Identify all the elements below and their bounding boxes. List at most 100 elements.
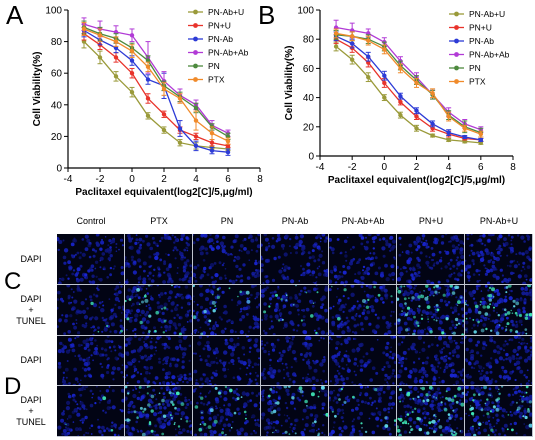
nucleus-dot [254,284,257,287]
nucleus-dot [84,386,89,389]
nucleus-dot [302,308,306,312]
nucleus-dot [480,386,483,389]
nucleus-dot [277,413,281,417]
nucleus-dot [164,399,170,404]
nucleus-dot [139,243,142,247]
nucleus-dot [321,381,323,384]
legend-swatch-marker [454,38,459,44]
series-ptx [333,28,484,138]
tunel-dot [236,397,240,401]
tunel-dot [143,407,147,411]
nucleus-dot [258,356,260,359]
nucleus-dot [418,370,420,373]
nucleus-dot [487,289,490,292]
legend-swatch-marker [193,63,198,69]
nucleus-dot [527,348,530,352]
nucleus-dot [240,310,243,312]
nucleus-dot [314,281,317,284]
nucleus-dot [168,363,172,367]
nucleus-dot [282,349,286,353]
nucleus-dot [203,372,206,376]
nucleus-dot [199,284,203,288]
nucleus-dot [413,329,417,333]
nucleus-dot [57,364,62,369]
nucleus-dot [199,251,204,256]
nucleus-dot [150,353,153,357]
nucleus-dot [425,424,428,427]
nucleus-dot [397,396,402,401]
nucleus-dot [57,236,60,242]
nucleus-dot [299,352,303,356]
nucleus-dot [256,347,260,352]
nucleus-dot [307,336,312,340]
nucleus-dot [523,268,526,270]
nucleus-dot [151,432,155,436]
nucleus-dot [361,281,364,284]
nucleus-dot [410,345,415,350]
nucleus-dot [233,259,236,262]
nucleus-dot [146,242,151,247]
tunel-dot [216,295,220,299]
row-label-line: + [28,406,34,417]
tunel-dot [275,293,278,297]
nucleus-dot [271,278,276,282]
nucleus-dot [332,426,335,429]
tunel-dot [283,386,288,389]
nucleus-dot [221,245,224,248]
nucleus-dot [89,294,93,299]
y-tick-label: 20 [303,122,315,133]
tunel-dot [429,329,433,334]
nucleus-dot [115,284,120,289]
nucleus-dot [413,286,416,290]
tunel-dot [128,297,132,301]
nucleus-dot [478,403,481,407]
nucleus-dot [507,277,512,282]
nucleus-dot [209,234,212,236]
nucleus-dot [359,392,363,395]
nucleus-dot [102,318,105,321]
nucleus-dot [438,380,441,383]
nucleus-dot [176,407,181,412]
nucleus-dot [282,327,285,329]
nucleus-dot [517,332,521,335]
nucleus-dot [211,386,215,388]
nucleus-dot [321,302,325,306]
nucleus-dot [525,285,528,289]
nucleus-dot [498,234,503,239]
nucleus-dot [382,286,386,290]
nucleus-dot [524,274,528,278]
nucleus-dot [383,407,387,412]
tunel-dot [398,418,403,422]
nucleus-dot [283,414,286,417]
tunel-dot [221,431,224,435]
nucleus-dot [501,280,504,284]
nucleus-dot [265,246,269,250]
nucleus-dot [224,277,227,280]
nucleus-dot [158,383,162,386]
nucleus-dot [524,407,527,411]
tunel-dot [125,299,127,302]
nucleus-dot [442,340,448,345]
tunel-dot [483,386,487,390]
nucleus-dot [418,378,424,383]
nucleus-dot [74,336,77,339]
nucleus-dot [289,426,292,429]
nucleus-dot [272,399,276,403]
tunel-dot [312,302,315,304]
nucleus-dot [385,360,390,364]
nucleus-dot [261,268,264,273]
nucleus-dot [153,352,156,355]
nucleus-dot [172,397,176,402]
tunel-dot [451,291,456,295]
nucleus-dot [465,299,468,302]
nucleus-dot [69,396,72,399]
nucleus-dot [441,314,446,319]
nucleus-dot [219,358,222,362]
nucleus-dot [402,382,405,385]
nucleus-dot [193,241,196,245]
tunel-dot [274,402,277,405]
nucleus-dot [529,352,532,357]
tunel-dot [401,422,405,425]
nucleus-dot [127,360,130,364]
nucleus-dot [120,325,123,328]
